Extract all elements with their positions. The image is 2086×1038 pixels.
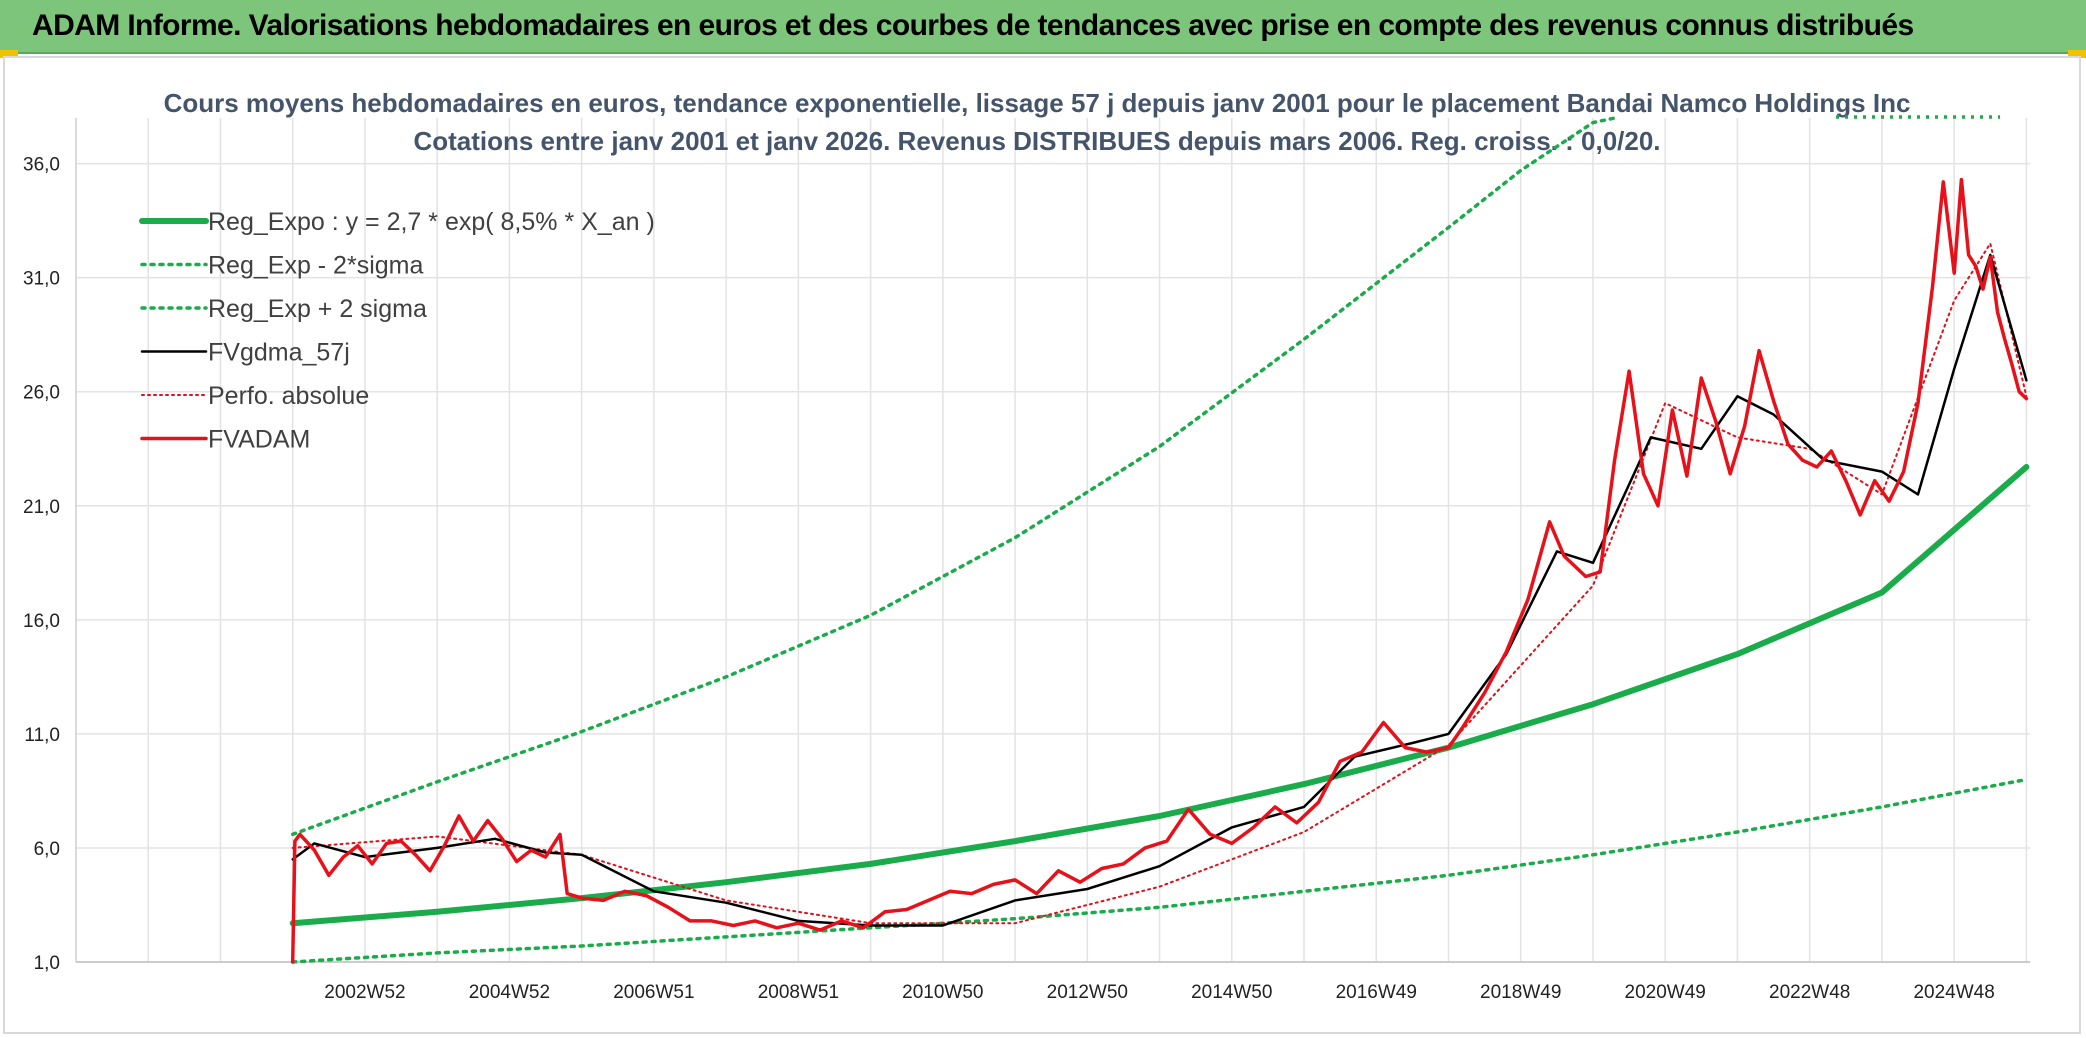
series-line-3: [291, 253, 2028, 927]
y-tick-label: 26,0: [23, 383, 60, 404]
legend-label: Reg_Exp + 2 sigma: [208, 295, 427, 323]
x-tick-label: 2008W51: [758, 982, 839, 1003]
x-axis: 2002W52 2004W52 2006W51 2008W51 2010W50 2012W…: [324, 982, 1995, 1003]
x-tick-label: 2016W49: [1336, 982, 1417, 1003]
chart-series: [289, 116, 2030, 964]
legend-label: Perfo. absolue: [208, 382, 369, 410]
x-tick-label: 2022W48: [1769, 982, 1850, 1003]
chart-frame: [3, 56, 2081, 1034]
legend-label: Reg_Expo : y = 2,7 * exp( 8,5% * X_an ): [208, 208, 655, 236]
header-banner: ADAM Informe. Valorisations hebdomadaire…: [0, 0, 2086, 54]
x-tick-label: 2020W49: [1625, 982, 1706, 1003]
series-line-1: [290, 777, 2029, 964]
series-line-2: [290, 116, 1617, 837]
legend-label: Reg_Exp - 2*sigma: [208, 252, 423, 280]
y-tick-label: 21,0: [23, 497, 60, 518]
chart-subtitle: Cotations entre janv 2001 et janv 2026. …: [413, 126, 1660, 156]
y-axis: 1,0 6,0 11,0 16,0 21,0 26,0 31,0 36,0: [23, 155, 60, 974]
series-line-5: [290, 177, 2029, 964]
series-line-4: [291, 242, 2028, 925]
x-tick-label: 2006W51: [613, 982, 694, 1003]
x-tick-label: 2004W52: [469, 982, 550, 1003]
y-tick-label: 11,0: [24, 725, 60, 746]
x-tick-label: 2024W48: [1913, 982, 1994, 1003]
x-tick-label: 2012W50: [1047, 982, 1128, 1003]
legend-label: FVADAM: [208, 426, 310, 454]
chart-title: Cours moyens hebdomadaires en euros, ten…: [164, 88, 1911, 118]
y-tick-label: 36,0: [23, 155, 60, 176]
legend-label: FVgdma_57j: [208, 339, 350, 367]
y-tick-label: 1,0: [34, 953, 60, 974]
y-tick-label: 6,0: [34, 839, 60, 860]
corner-marker-right: [2068, 50, 2086, 58]
corner-marker-left: [0, 50, 18, 58]
y-tick-label: 16,0: [23, 611, 60, 632]
chart-legend: Reg_Expo : y = 2,7 * exp( 8,5% * X_an ) R…: [139, 115, 2000, 454]
x-tick-label: 2002W52: [324, 982, 405, 1003]
chart-grid: [75, 118, 2030, 963]
banner-title: ADAM Informe. Valorisations hebdomadaire…: [32, 9, 1914, 42]
x-tick-label: 2014W50: [1191, 982, 1272, 1003]
x-tick-label: 2010W50: [902, 982, 983, 1003]
y-tick-label: 31,0: [23, 269, 60, 290]
x-tick-label: 2018W49: [1480, 982, 1561, 1003]
